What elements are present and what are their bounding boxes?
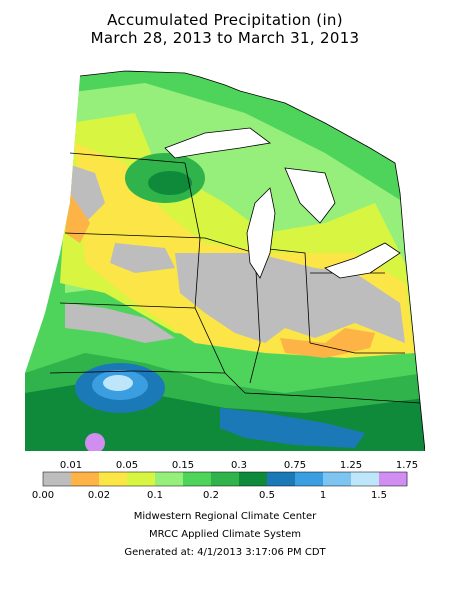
legend-swatch <box>323 472 352 486</box>
great-lakes <box>164 127 401 279</box>
legend-swatch <box>239 472 268 486</box>
footer-organization: Midwestern Regional Climate Center <box>133 511 317 522</box>
legend-swatch <box>379 472 408 486</box>
map-title: Accumulated Precipitation (in) <box>107 11 343 29</box>
legend-bottom-label: 0.02 <box>88 490 110 501</box>
legend-top-label: 0.3 <box>231 460 247 471</box>
legend-swatch <box>71 472 100 486</box>
legend-swatch <box>211 472 240 486</box>
precipitation-map <box>25 53 425 451</box>
legend-top-label: 1.75 <box>396 460 418 471</box>
legend-border <box>42 471 408 487</box>
legend: 0.01 0.05 0.15 0.3 0.75 1.25 1.75 0.00 0.02 0.1 0… <box>32 460 418 501</box>
legend-bottom-label: 0.00 <box>32 490 54 501</box>
legend-bottom-label: 0.5 <box>259 490 275 501</box>
legend-swatch <box>127 472 156 486</box>
legend-bottom-label: 1.5 <box>371 490 387 501</box>
legend-bottom-label: 1 <box>320 490 326 501</box>
legend-swatch <box>99 472 128 486</box>
legend-swatch <box>351 472 380 486</box>
footer-system: MRCC Applied Climate System <box>149 529 301 540</box>
legend-swatch <box>295 472 324 486</box>
legend-swatch <box>155 472 184 486</box>
map-subtitle: March 28, 2013 to March 31, 2013 <box>90 29 360 47</box>
legend-top-label: 0.75 <box>284 460 306 471</box>
legend-bottom-label: 0.2 <box>203 490 219 501</box>
legend-bottom-label: 0.1 <box>147 490 163 501</box>
legend-top-label: 0.01 <box>60 460 82 471</box>
legend-top-label: 0.05 <box>116 460 138 471</box>
legend-top-label: 1.25 <box>340 460 362 471</box>
legend-top-label: 0.15 <box>172 460 194 471</box>
legend-swatch <box>267 472 296 486</box>
legend-swatch <box>183 472 212 486</box>
legend-swatch <box>43 472 72 486</box>
footer-generated-time: Generated at: 4/1/2013 3:17:06 PM CDT <box>124 547 326 558</box>
